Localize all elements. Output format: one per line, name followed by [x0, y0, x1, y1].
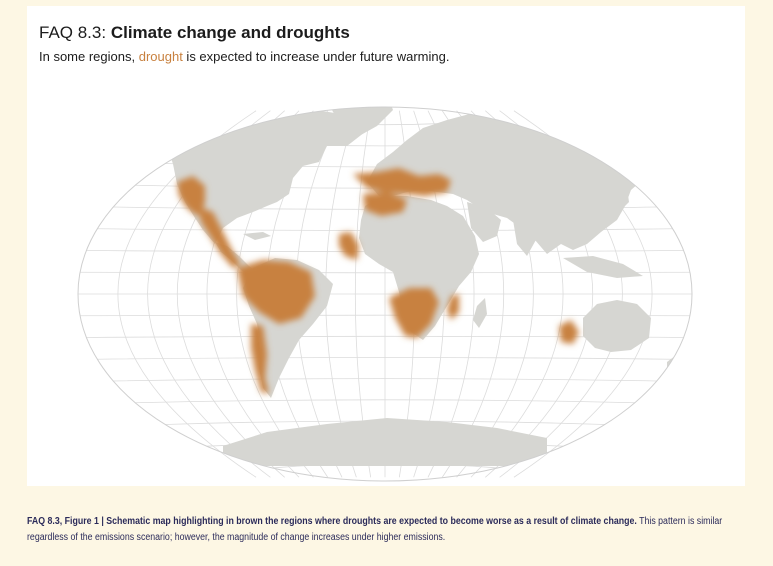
drought-southern-africa: [389, 288, 439, 338]
title-main: Climate change and droughts: [110, 23, 350, 42]
globe-outline: [77, 106, 693, 482]
land-madagascar: [473, 298, 487, 328]
land-japan: [617, 188, 629, 210]
drought-north-africa: [363, 192, 407, 216]
figure-panel: FAQ 8.3: Climate change and droughts In …: [27, 6, 745, 486]
drought-mediterranean: [353, 168, 451, 196]
subtitle-after: is expected to increase under future war…: [182, 49, 450, 64]
drought-west-africa: [339, 232, 359, 260]
caption-regular: This pattern is similar regardless of th…: [27, 516, 723, 543]
caption-bold: FAQ 8.3, Figure 1 | Schematic map highli…: [27, 516, 637, 527]
figure-caption: FAQ 8.3, Figure 1 | Schematic map highli…: [27, 514, 731, 546]
drought-western-north-america: [177, 176, 205, 216]
figure-subtitle: In some regions, drought is expected to …: [39, 49, 449, 64]
figure-title: FAQ 8.3: Climate change and droughts: [39, 23, 350, 43]
world-map: [77, 106, 693, 482]
subtitle-before: In some regions,: [39, 49, 139, 64]
land-africa: [359, 196, 479, 340]
land-australia: [583, 300, 651, 352]
land-north-america: [162, 107, 365, 244]
drought-mexico-central-america: [197, 206, 241, 268]
land-india: [513, 220, 537, 256]
drought-group: [177, 168, 579, 394]
land-greenland: [327, 107, 393, 136]
drought-southwest-australia: [559, 320, 579, 344]
drought-madagascar: [447, 294, 459, 320]
graticule-parallel: [113, 378, 657, 382]
drought-chile: [251, 324, 269, 394]
land-se-asia: [563, 256, 643, 278]
graticule-parallel: [97, 357, 673, 360]
graticule-parallel: [135, 399, 635, 404]
drought-amazon: [237, 260, 315, 324]
subtitle-highlight: drought: [138, 49, 183, 64]
land-arabia: [467, 202, 501, 242]
title-prefix: FAQ 8.3:: [39, 23, 111, 42]
land-antarctica: [223, 418, 547, 466]
land-caribbean: [243, 232, 271, 240]
